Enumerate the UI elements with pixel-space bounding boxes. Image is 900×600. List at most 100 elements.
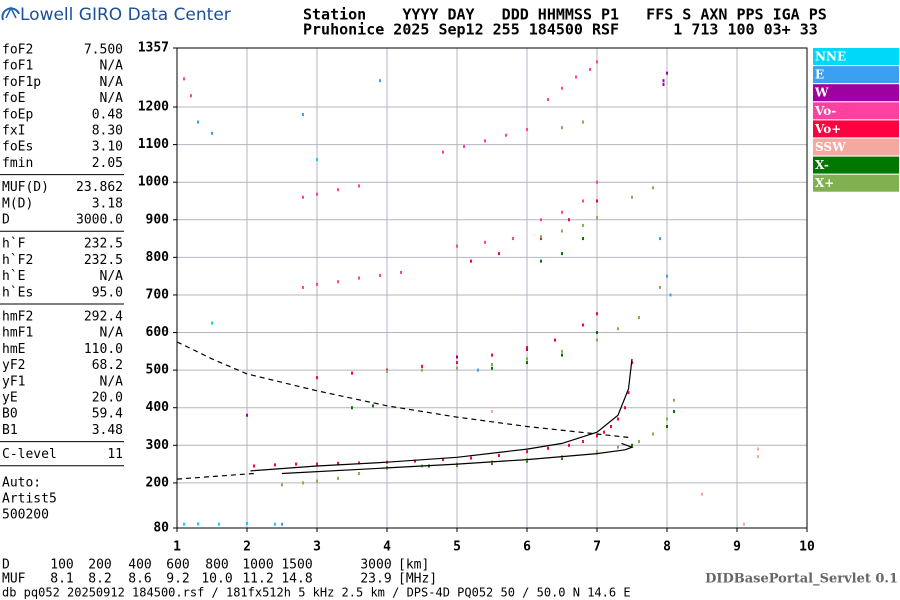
trace-point <box>561 210 563 214</box>
x-tick-label: 4 <box>383 540 391 555</box>
trace-point <box>603 430 605 434</box>
trace-point <box>386 467 388 471</box>
muf-value: 10.0 <box>201 572 232 587</box>
trace-point <box>659 285 661 289</box>
param-value: 232.5 <box>84 253 123 268</box>
muf-value: 11.2 <box>242 572 273 587</box>
muf-value: 8.1 <box>50 572 73 587</box>
trace-point <box>582 323 584 327</box>
trace-point <box>596 434 598 438</box>
param-name: fxI <box>2 124 25 139</box>
trace-point <box>358 461 360 465</box>
param-value: 292.4 <box>84 310 123 325</box>
trace-point <box>302 285 304 289</box>
trace-point <box>652 186 654 190</box>
logo-icon <box>1 6 20 21</box>
x-tick-label: 8 <box>663 540 671 555</box>
trace-point <box>246 521 248 525</box>
y-tick-label: 1200 <box>138 100 169 115</box>
y-tick-label: 600 <box>146 325 170 340</box>
trace-point <box>673 398 675 402</box>
trace-point <box>582 223 584 227</box>
legend-label: X- <box>815 158 829 172</box>
param-value: N/A <box>100 91 124 106</box>
trace-point <box>351 406 353 410</box>
trace-point <box>666 425 668 429</box>
param-name: h`E <box>2 269 25 284</box>
trace-point <box>197 120 199 124</box>
trace-point <box>554 338 556 342</box>
trace-point <box>631 195 633 199</box>
trace-point <box>582 120 584 124</box>
trace-point <box>561 252 563 256</box>
trace-point <box>316 479 318 483</box>
trace-point <box>673 409 675 413</box>
trace-point <box>526 128 528 132</box>
trace-point <box>526 357 528 361</box>
trace-point <box>498 252 500 256</box>
muf-label: MUF <box>2 572 26 587</box>
muf-value: 8.6 <box>128 572 151 587</box>
trace-point <box>526 450 528 454</box>
trace-point <box>666 417 668 421</box>
trace-point <box>295 462 297 466</box>
trace-point <box>526 459 528 463</box>
trace-point <box>662 79 665 83</box>
muf-value: 8.2 <box>88 572 111 587</box>
trace-point <box>246 413 248 417</box>
param-name: foE <box>2 91 25 106</box>
param-value: 3000.0 <box>76 213 123 228</box>
muf-d-value: 100 <box>50 558 73 573</box>
trace-point <box>463 144 465 148</box>
trace-point <box>484 240 486 244</box>
trace-point <box>477 368 479 372</box>
trace-point <box>596 450 598 454</box>
muf-value: 14.8 <box>281 572 312 587</box>
param-name: foF1 <box>2 59 33 74</box>
param-value: 3.48 <box>92 423 123 438</box>
trace-point <box>456 244 458 248</box>
trace-point <box>190 94 192 98</box>
plot-frame <box>176 47 808 529</box>
param-name: hmF1 <box>2 326 33 341</box>
param-value: 8.30 <box>92 124 123 139</box>
y-tick-label: 700 <box>146 287 170 302</box>
y-tick-label: 200 <box>146 475 170 490</box>
trace-point <box>358 276 360 280</box>
trace-point <box>638 316 640 320</box>
trace-point <box>561 229 563 233</box>
trace-point <box>414 459 416 463</box>
trace-point <box>386 369 388 373</box>
trace-point <box>274 463 276 467</box>
trace-point <box>617 445 619 449</box>
trace-point <box>627 391 630 395</box>
trace-point <box>316 376 318 380</box>
trace-point <box>358 471 360 475</box>
trace-point <box>281 522 283 526</box>
trace-point <box>456 366 458 370</box>
trace-point <box>274 522 276 526</box>
param-name: hmF2 <box>2 310 33 325</box>
trace-point <box>582 440 584 444</box>
trace-point <box>631 443 633 447</box>
muf-d-value: 1500 <box>281 558 312 573</box>
trace-point <box>666 274 668 278</box>
trace-point <box>470 259 472 263</box>
x-tick-label: 3 <box>313 540 321 555</box>
param-name: fmin <box>2 156 33 171</box>
trace-point <box>547 446 549 450</box>
trace-point <box>540 259 542 263</box>
trace-point <box>491 461 493 465</box>
y-tick-label: 400 <box>146 400 170 415</box>
param-name: foF2 <box>2 43 33 58</box>
header-values: Pruhonice 2025 Sep12 255 184500 RSF 1 71… <box>303 21 818 39</box>
trace-point <box>442 150 444 154</box>
legend-label: NNE <box>815 50 846 64</box>
param-name: h`F <box>2 237 26 252</box>
legend-swatch <box>813 174 899 192</box>
trace-point <box>316 158 318 162</box>
param-value: N/A <box>100 326 124 341</box>
param-value: 2.05 <box>92 156 123 171</box>
trace-point <box>400 270 402 274</box>
auto-text: 500200 <box>2 507 49 522</box>
